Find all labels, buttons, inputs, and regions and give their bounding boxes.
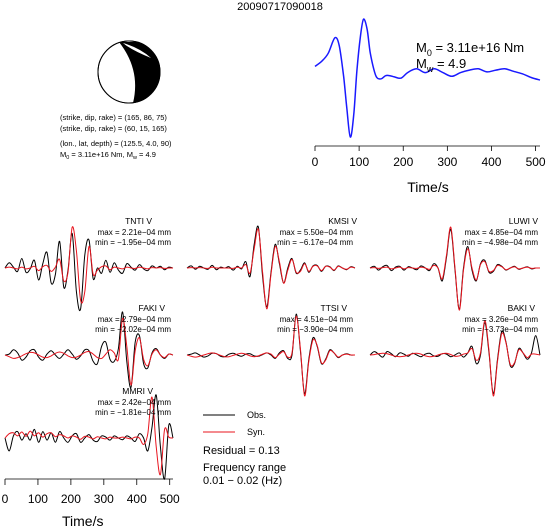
mechanism-line-4: M0 = 3.11e+16 Nm, Mw = 4.9	[60, 150, 156, 161]
stf-mw-label: Mw = 4.9	[416, 56, 466, 74]
stf-tick-label: 200	[393, 155, 413, 169]
bottom-tick-label: 0	[2, 492, 9, 506]
observed-waveform	[4, 233, 174, 311]
frequency-range-value: 0.01 − 0.02 (Hz)	[203, 475, 282, 487]
mechanism-line-3: (lon., lat, depth) = (125.5, 4.0, 90)	[60, 139, 172, 148]
mechanism-line-2: (strike, dip, rake) = (60, 15, 165)	[60, 124, 167, 133]
source-time-function-panel: 0 100 200 300 400 500 Time/s M0 = 3.11e+16 Nm…	[312, 18, 546, 195]
max-amplitude-label: max = 4.51e−04 mm	[280, 315, 354, 324]
bottom-tick-label: 300	[94, 492, 114, 506]
min-amplitude-label: min = −6.17e−04 mm	[277, 238, 353, 247]
residual-text: Residual = 0.13	[203, 445, 280, 457]
min-amplitude-label: min = −1.95e−04 mm	[95, 238, 171, 247]
legend: Obs. Syn. Residual = 0.13 Frequency rang…	[203, 410, 286, 487]
focal-mechanism-beachball	[97, 40, 161, 104]
stf-tick-label: 0	[312, 155, 319, 169]
station-label: TTSI V	[321, 303, 348, 313]
observed-waveform	[369, 322, 541, 395]
synthetic-waveform	[4, 226, 174, 304]
station-label: TNTI V	[125, 216, 152, 226]
station-label: MMRI V	[122, 386, 153, 396]
frequency-range-label: Frequency range	[203, 462, 286, 474]
legend-obs-label: Obs.	[247, 410, 266, 420]
bottom-time-axis: 0 100 200 300 400 500 Time/s	[2, 478, 180, 529]
mechanism-line-1: (strike, dip, rake) = (165, 86, 75)	[60, 113, 167, 122]
max-amplitude-label: max = 2.79e−04 mm	[98, 315, 172, 324]
stf-tick-label: 100	[349, 155, 369, 169]
station-label: FAKI V	[139, 303, 166, 313]
bottom-tick-label: 500	[160, 492, 180, 506]
station-label: KMSI V	[328, 216, 357, 226]
min-amplitude-label: min = −2.02e−04 mm	[95, 325, 171, 334]
bottom-tick-label: 400	[127, 492, 147, 506]
min-amplitude-label: min = −1.81e−04 mm	[95, 408, 171, 417]
max-amplitude-label: max = 5.50e−04 mm	[280, 228, 354, 237]
stf-tick-label: 500	[526, 155, 546, 169]
bottom-x-ticks: 0 100 200 300 400 500	[2, 479, 180, 506]
figure-title: 20090717090018	[237, 1, 323, 13]
station-label: BAKI V	[508, 303, 536, 313]
max-amplitude-label: max = 4.85e−04 mm	[465, 228, 539, 237]
stf-tick-label: 300	[437, 155, 457, 169]
legend-syn-label: Syn.	[247, 427, 265, 437]
synthetic-waveform	[186, 315, 356, 397]
stf-m0-label: M0 = 3.11e+16 Nm	[416, 40, 524, 58]
max-amplitude-label: max = 3.26e−04 mm	[465, 315, 539, 324]
stf-xlabel: Time/s	[407, 179, 448, 195]
observed-waveform	[4, 311, 174, 389]
min-amplitude-label: min = −4.98e−04 mm	[462, 238, 538, 247]
max-amplitude-label: max = 2.42e−04 mm	[98, 398, 172, 407]
min-amplitude-label: min = −3.73e−04 mm	[462, 325, 538, 334]
synthetic-waveform	[186, 228, 356, 310]
bottom-tick-label: 100	[28, 492, 48, 506]
stf-x-ticks: 0 100 200 300 400 500	[312, 146, 546, 169]
synthetic-waveform	[4, 317, 174, 386]
observed-waveform	[4, 394, 174, 480]
stf-tick-label: 400	[481, 155, 501, 169]
bottom-xlabel: Time/s	[62, 513, 103, 529]
bottom-tick-label: 200	[61, 492, 81, 506]
min-amplitude-label: min = −3.90e−04 mm	[277, 325, 353, 334]
station-label: LUWI V	[509, 216, 539, 226]
stf-curve	[314, 18, 541, 138]
synthetic-waveform	[4, 396, 174, 476]
synthetic-waveform	[369, 226, 541, 311]
synthetic-waveform	[369, 320, 541, 397]
mechanism-info: (strike, dip, rake) = (165, 86, 75) (str…	[60, 113, 172, 161]
max-amplitude-label: max = 2.21e−04 mm	[98, 228, 172, 237]
